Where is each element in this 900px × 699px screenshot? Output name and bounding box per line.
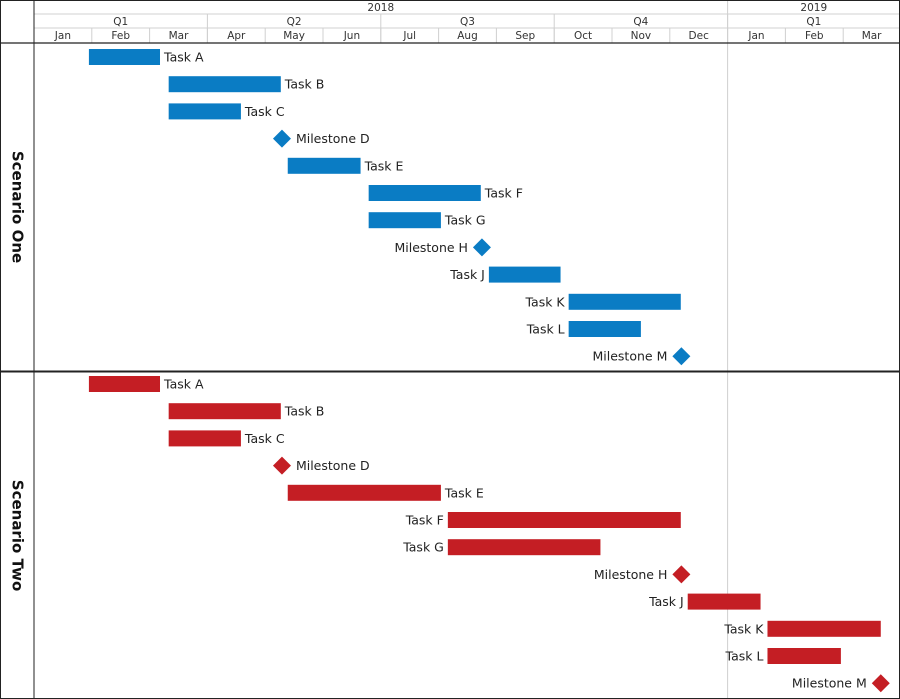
month-label: Mar bbox=[169, 30, 189, 42]
task-bar[interactable] bbox=[447, 539, 601, 556]
scenario-2: Scenario Two Task A Task B Task C Milestone … bbox=[9, 376, 890, 693]
task-bar[interactable] bbox=[568, 321, 641, 337]
scenario-1: Scenario One Task A Task B Task C Milestone … bbox=[9, 49, 691, 366]
task-label: Task E bbox=[444, 485, 484, 500]
month-label: Jan bbox=[747, 30, 764, 42]
task-bar[interactable] bbox=[168, 403, 281, 420]
task-bar[interactable] bbox=[287, 484, 441, 501]
milestone-label: Milestone D bbox=[296, 458, 370, 473]
quarter-label: Q1 bbox=[806, 16, 821, 28]
task-bar[interactable] bbox=[488, 266, 561, 283]
task-label: Task G bbox=[444, 213, 486, 228]
month-label: Jun bbox=[343, 30, 360, 42]
milestone-label: Milestone H bbox=[394, 240, 467, 255]
month-label: Aug bbox=[457, 30, 478, 42]
task-label: Task A bbox=[163, 50, 204, 65]
month-label: Dec bbox=[689, 30, 710, 42]
month-label: Nov bbox=[631, 30, 652, 42]
milestone-diamond[interactable] bbox=[672, 565, 691, 584]
task-label: Task K bbox=[524, 294, 565, 309]
task-bar[interactable] bbox=[287, 157, 361, 174]
task-label: Task B bbox=[284, 77, 325, 92]
task-label: Task E bbox=[364, 158, 404, 173]
milestone-diamond[interactable] bbox=[272, 129, 291, 148]
month-label: Apr bbox=[227, 30, 246, 42]
task-label: Task F bbox=[484, 186, 523, 201]
month-label: May bbox=[283, 30, 305, 42]
task-bar[interactable] bbox=[368, 185, 481, 201]
task-bar[interactable] bbox=[767, 648, 841, 664]
task-bar[interactable] bbox=[767, 620, 881, 637]
task-label: Task K bbox=[723, 621, 764, 636]
month-label: Sep bbox=[515, 30, 535, 42]
milestone-label: Milestone H bbox=[594, 567, 667, 582]
milestone-diamond[interactable] bbox=[272, 456, 291, 475]
task-bar[interactable] bbox=[88, 376, 161, 392]
milestone-diamond[interactable] bbox=[472, 238, 491, 257]
task-label: Task B bbox=[284, 404, 325, 419]
task-label: Task A bbox=[163, 377, 204, 392]
timeline-header: 2018 2019 Q1 Q2 Q3 Q4 Q1 Jan Feb Mar Apr May Jun Jul A… bbox=[33, 0, 900, 43]
quarter-label: Q3 bbox=[460, 16, 475, 28]
task-bar[interactable] bbox=[168, 103, 241, 120]
task-label: Task G bbox=[402, 540, 444, 555]
month-label: Mar bbox=[862, 30, 882, 42]
task-label: Task L bbox=[725, 649, 764, 664]
task-label: Task J bbox=[449, 267, 485, 282]
month-label: Oct bbox=[574, 30, 592, 42]
year-label: 2018 bbox=[367, 2, 394, 14]
month-label: Feb bbox=[805, 30, 824, 42]
task-label: Task F bbox=[405, 513, 444, 528]
task-bar[interactable] bbox=[168, 76, 281, 93]
quarter-label: Q1 bbox=[113, 16, 128, 28]
task-label: Task C bbox=[244, 104, 285, 119]
scenario-label: Scenario Two bbox=[9, 480, 27, 591]
task-bar[interactable] bbox=[447, 512, 681, 528]
milestone-label: Milestone M bbox=[593, 349, 668, 364]
task-bar[interactable] bbox=[568, 293, 681, 310]
milestone-diamond[interactable] bbox=[871, 674, 890, 693]
task-bar[interactable] bbox=[168, 430, 241, 447]
milestone-label: Milestone M bbox=[792, 676, 867, 691]
task-label: Task J bbox=[648, 594, 684, 609]
task-label: Task C bbox=[244, 431, 285, 446]
quarter-label: Q2 bbox=[287, 16, 302, 28]
task-bar[interactable] bbox=[687, 593, 761, 610]
year-label: 2019 bbox=[800, 2, 827, 14]
milestone-diamond[interactable] bbox=[672, 347, 691, 366]
task-bar[interactable] bbox=[88, 49, 161, 65]
task-bar[interactable] bbox=[368, 212, 441, 229]
month-label: Jan bbox=[54, 30, 71, 42]
month-label: Jul bbox=[402, 30, 416, 42]
quarter-label: Q4 bbox=[633, 16, 648, 28]
task-label: Task L bbox=[526, 322, 565, 337]
milestone-label: Milestone D bbox=[296, 131, 370, 146]
scenario-label: Scenario One bbox=[9, 151, 27, 263]
month-label: Feb bbox=[111, 30, 130, 42]
